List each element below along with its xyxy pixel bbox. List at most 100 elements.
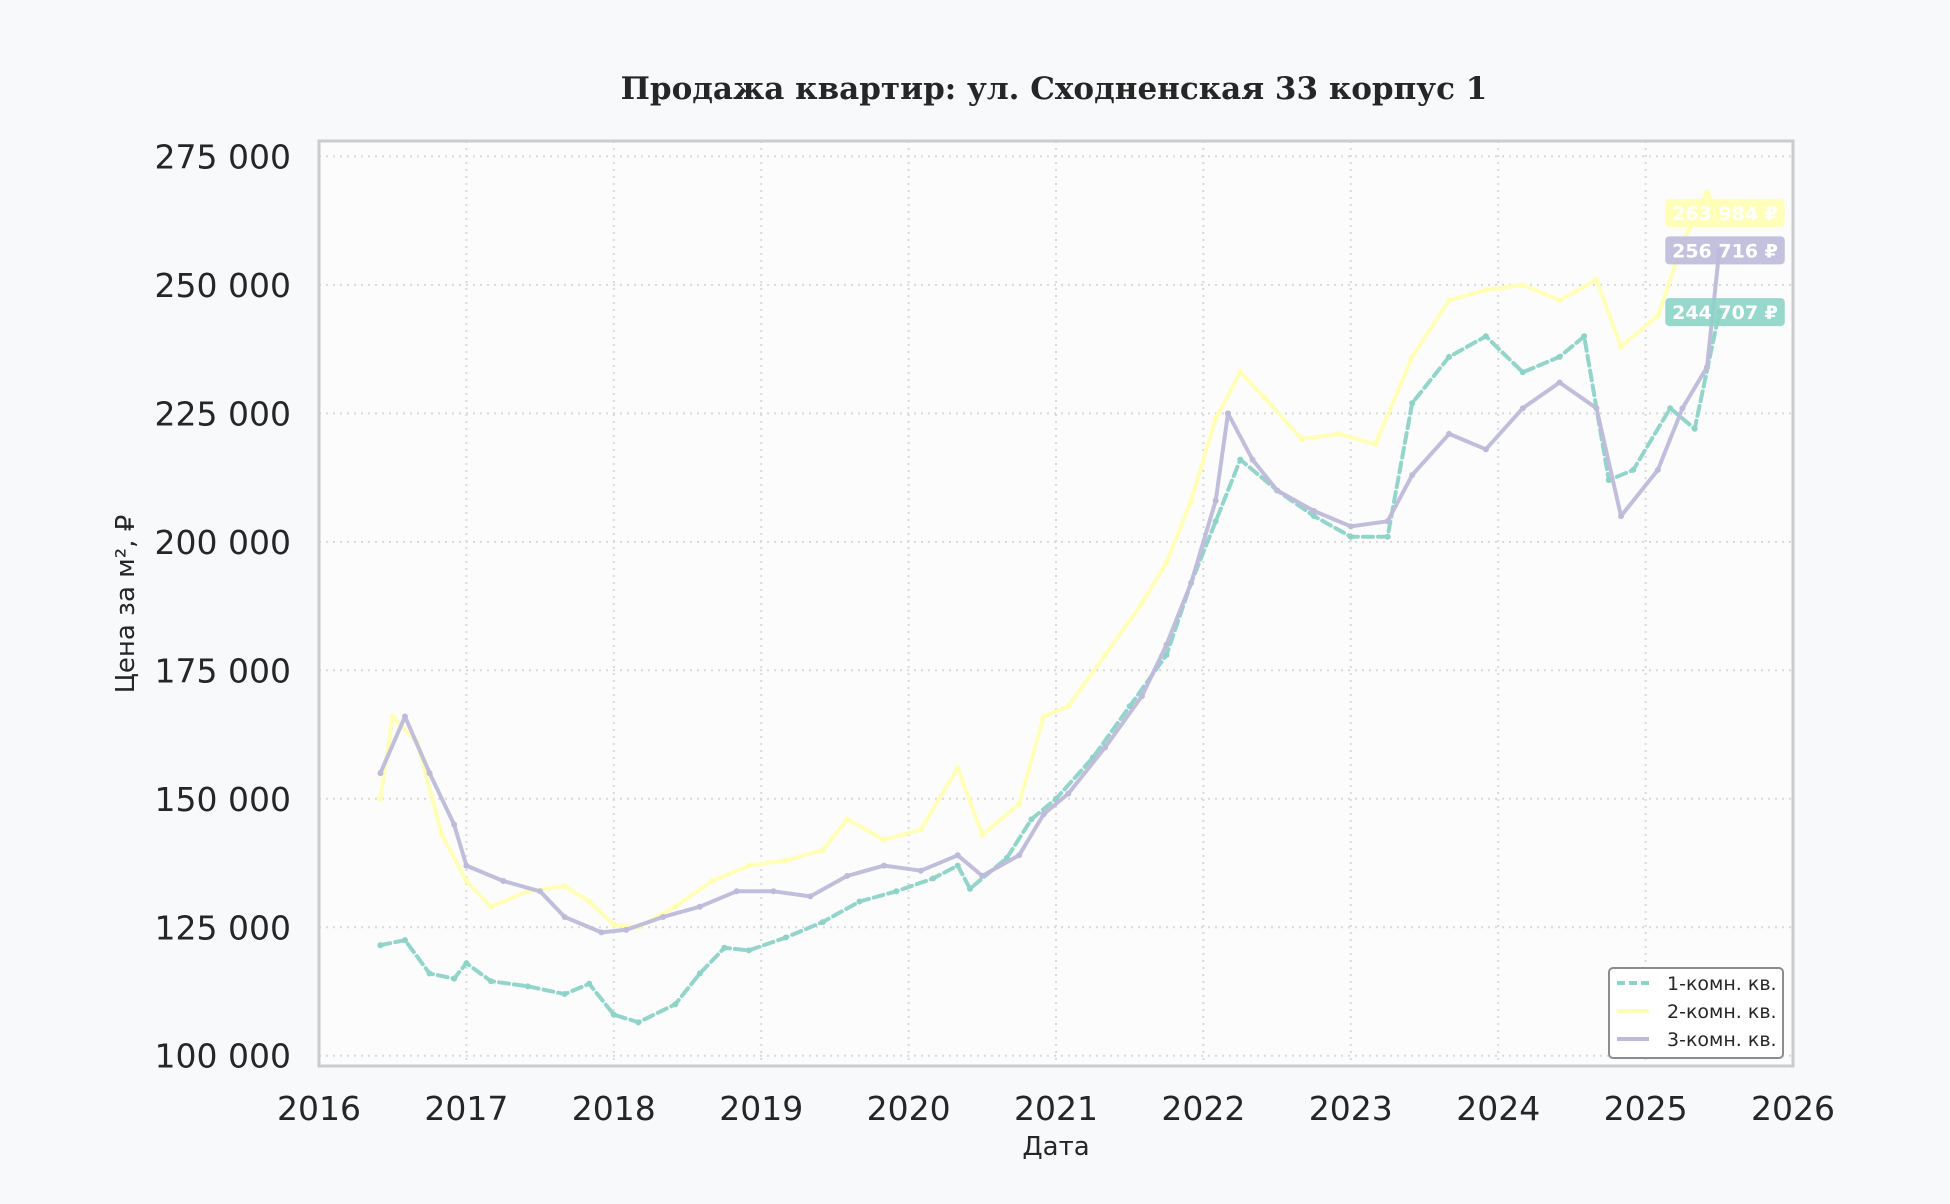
data-point	[979, 831, 986, 838]
y-tick-label: 275 000	[155, 137, 291, 176]
x-axis-label: Дата	[1022, 1132, 1089, 1162]
data-point	[745, 947, 752, 954]
data-point	[1065, 790, 1072, 797]
data-point	[1138, 600, 1145, 607]
data-point	[782, 934, 789, 941]
x-tick-label: 2026	[1751, 1089, 1835, 1128]
data-point	[954, 862, 961, 869]
data-point	[1618, 513, 1625, 520]
end-value-label: 256 716 ₽	[1665, 236, 1785, 265]
data-point	[782, 857, 789, 864]
ticks: 2016 2017 2018 2019 2020 2021 2022 2023 2024 2025…	[155, 137, 1835, 1128]
data-point	[561, 913, 568, 920]
data-point	[1163, 651, 1170, 658]
data-point	[635, 1019, 642, 1026]
data-point	[524, 983, 531, 990]
data-point	[1691, 425, 1698, 432]
data-point	[1261, 394, 1268, 401]
data-point	[844, 816, 851, 823]
data-point	[1274, 487, 1281, 494]
data-point	[438, 831, 445, 838]
data-point	[672, 903, 679, 910]
data-point	[1654, 466, 1661, 473]
data-point	[696, 903, 703, 910]
data-point	[1347, 533, 1354, 540]
data-point	[1040, 811, 1047, 818]
data-point	[1409, 353, 1416, 360]
data-point	[561, 991, 568, 998]
y-axis-label: Цена за м², ₽	[111, 515, 141, 694]
data-point	[487, 903, 494, 910]
x-tick-label: 2024	[1456, 1089, 1540, 1128]
data-point	[451, 975, 458, 982]
data-point	[1138, 693, 1145, 699]
data-point	[967, 885, 974, 892]
data-point	[659, 913, 666, 920]
data-point	[401, 713, 408, 720]
data-point	[733, 888, 740, 895]
data-point	[1298, 436, 1305, 443]
x-tick-label: 2019	[719, 1089, 803, 1128]
data-point	[463, 960, 470, 967]
x-tick-label: 2018	[572, 1089, 656, 1128]
data-point	[500, 878, 507, 884]
x-tick-label: 2023	[1309, 1089, 1393, 1128]
x-tick-label: 2025	[1604, 1089, 1688, 1128]
data-point	[377, 770, 384, 777]
data-point	[1102, 651, 1109, 658]
data-point	[819, 919, 826, 926]
data-point	[1163, 559, 1170, 566]
data-point	[426, 770, 433, 777]
data-point	[1028, 816, 1035, 823]
end-labels: 244 707 ₽ 263 984 ₽ 256 716 ₽	[1665, 199, 1785, 327]
data-point	[1409, 400, 1416, 407]
y-tick-label: 100 000	[155, 1037, 291, 1076]
data-point	[1335, 430, 1342, 437]
data-point	[1679, 405, 1686, 412]
data-point	[1212, 415, 1219, 422]
data-point	[893, 888, 900, 895]
data-point	[1593, 405, 1600, 412]
data-point	[954, 852, 961, 859]
end-label-text: 244 707 ₽	[1672, 302, 1778, 324]
data-point	[721, 944, 728, 951]
data-point	[389, 713, 396, 720]
data-point	[1212, 497, 1219, 504]
data-point	[401, 937, 408, 944]
data-point	[1347, 523, 1354, 530]
data-point	[1581, 333, 1588, 340]
data-point	[377, 795, 384, 802]
legend-box	[1608, 967, 1784, 1059]
data-point	[598, 929, 605, 936]
data-point	[1446, 353, 1453, 360]
end-label-text: 263 984 ₽	[1672, 203, 1778, 225]
data-point	[1016, 852, 1023, 859]
end-label-box	[1665, 236, 1785, 265]
data-point	[954, 764, 961, 771]
y-tick-label: 250 000	[155, 266, 291, 305]
data-point	[487, 978, 494, 985]
data-point	[844, 872, 851, 879]
data-point	[1556, 379, 1563, 386]
end-value-label: 244 707 ₽	[1665, 298, 1785, 327]
data-point	[1224, 410, 1231, 417]
data-point	[1384, 518, 1391, 525]
x-tick-label: 2022	[1161, 1089, 1245, 1128]
data-point	[1482, 446, 1489, 453]
data-point	[1065, 703, 1072, 710]
data-point	[819, 847, 826, 854]
data-point	[672, 1001, 679, 1008]
end-label-text: 256 716 ₽	[1672, 240, 1778, 262]
end-value-label: 263 984 ₽	[1665, 199, 1785, 228]
series-line	[378, 310, 1722, 1025]
y-tick-label: 150 000	[155, 780, 291, 819]
data-point	[1040, 713, 1047, 720]
data-point	[930, 875, 937, 882]
data-point	[881, 836, 888, 843]
chart-title: Продажа квартир: ул. Сходненская 33 корп…	[621, 71, 1488, 107]
data-point	[807, 893, 814, 900]
data-point	[1704, 364, 1711, 371]
data-point	[463, 862, 470, 869]
